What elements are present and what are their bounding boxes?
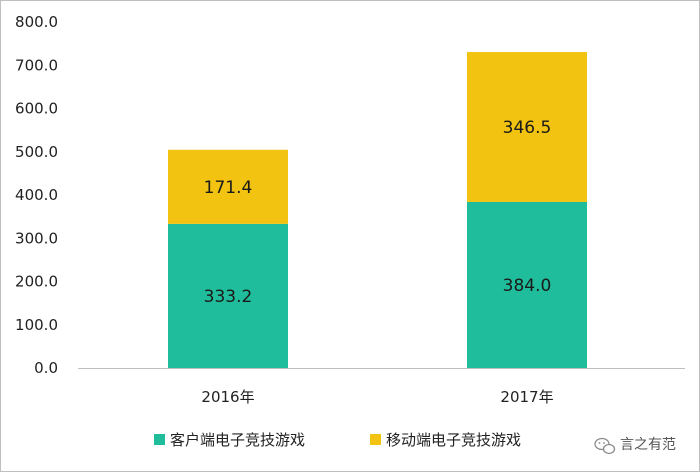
y-tick-label: 500.0 [15, 143, 58, 161]
x-axis-labels: 2016年 2017年 [201, 388, 553, 406]
y-tick-label: 300.0 [15, 229, 58, 247]
x-tick-label: 2017年 [500, 388, 553, 406]
data-label: 333.2 [204, 287, 253, 307]
watermark-text: 言之有范 [620, 436, 676, 453]
wechat-icon [594, 437, 616, 455]
y-tick-label: 700.0 [15, 56, 58, 74]
watermark: 言之有范 [594, 436, 676, 455]
data-label: 384.0 [503, 276, 552, 296]
legend-label: 客户端电子竞技游戏 [170, 431, 305, 449]
legend-swatch [154, 434, 165, 445]
x-tick-label: 2016年 [201, 388, 254, 406]
y-tick-label: 0.0 [34, 359, 58, 377]
data-label: 171.4 [204, 178, 253, 198]
bars: 333.2 171.4 384.0 346.5 [168, 52, 587, 368]
legend: 客户端电子竞技游戏 移动端电子竞技游戏 [154, 431, 521, 449]
legend-swatch [370, 434, 381, 445]
data-label: 346.5 [503, 118, 552, 138]
bar-segment [168, 149, 288, 224]
bar-segment [467, 201, 587, 368]
y-tick-label: 600.0 [15, 100, 58, 118]
y-tick-label: 100.0 [15, 316, 58, 334]
y-axis: 0.0 100.0 200.0 300.0 400.0 500.0 600.0 700.0 80… [15, 13, 58, 377]
y-tick-label: 200.0 [15, 273, 58, 291]
bar-segment [467, 52, 587, 202]
y-tick-label: 400.0 [15, 186, 58, 204]
y-tick-label: 800.0 [15, 13, 58, 31]
legend-label: 移动端电子竞技游戏 [386, 431, 521, 449]
bar-segment [168, 223, 288, 368]
